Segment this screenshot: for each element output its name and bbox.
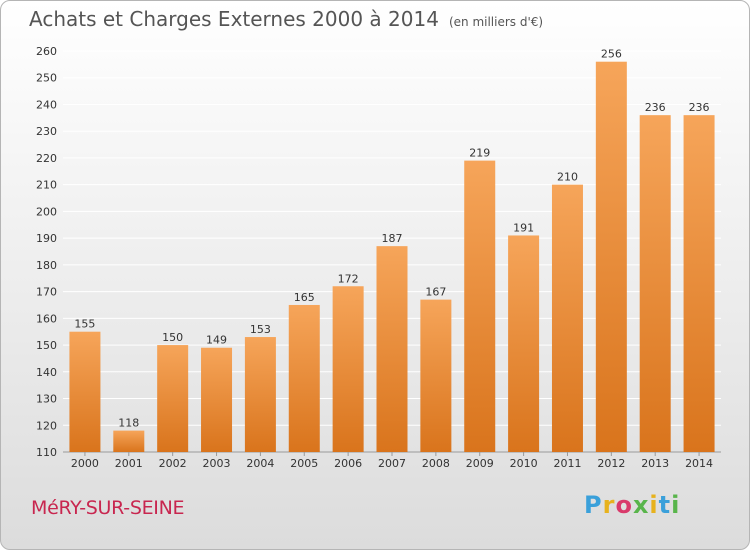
- logo-letter: o: [615, 491, 633, 519]
- logo-letter: x: [632, 491, 650, 519]
- y-tick-label: 210: [36, 179, 57, 192]
- data-label: 256: [601, 48, 622, 61]
- x-tick-label: 2013: [641, 457, 669, 470]
- data-label: 219: [469, 147, 490, 160]
- bar-2008: [420, 299, 452, 452]
- x-tick-label: 2014: [685, 457, 713, 470]
- data-label: 187: [382, 232, 403, 245]
- y-tick-label: 140: [36, 366, 57, 379]
- x-tick-label: 2002: [159, 457, 187, 470]
- data-label: 150: [162, 331, 183, 344]
- bar-2013: [639, 115, 671, 452]
- x-tick-label: 2000: [71, 457, 99, 470]
- data-label: 236: [645, 101, 666, 114]
- data-label: 118: [118, 417, 139, 430]
- y-tick-label: 130: [36, 393, 57, 406]
- data-label: 155: [74, 318, 95, 331]
- x-tick-label: 2011: [553, 457, 581, 470]
- bar-2012: [595, 61, 627, 453]
- data-label: 191: [513, 221, 534, 234]
- x-tick-label: 2008: [422, 457, 450, 470]
- proxiti-logo: Proxiti: [584, 491, 680, 519]
- bar-2002: [157, 345, 189, 452]
- x-tick-label: 2012: [597, 457, 625, 470]
- bar-2003: [201, 347, 233, 452]
- bar-2011: [551, 184, 583, 452]
- data-label: 153: [250, 323, 271, 336]
- bar-2001: [113, 430, 145, 452]
- bar-2005: [288, 304, 320, 452]
- y-tick-label: 120: [36, 419, 57, 432]
- logo-letter: t: [658, 491, 672, 519]
- x-tick-label: 2006: [334, 457, 362, 470]
- x-tick-label: 2003: [203, 457, 231, 470]
- chart-title-text: Achats et Charges Externes 2000 à 2014: [29, 7, 439, 31]
- bar-2010: [508, 235, 540, 452]
- data-label: 165: [294, 291, 315, 304]
- y-tick-label: 190: [36, 232, 57, 245]
- y-tick-label: 250: [36, 72, 57, 85]
- logo-letter: i: [649, 491, 659, 519]
- bar-2007: [376, 246, 408, 452]
- x-tick-label: 2004: [246, 457, 274, 470]
- data-label: 172: [338, 272, 359, 285]
- bar-2014: [683, 115, 715, 452]
- data-label: 149: [206, 334, 227, 347]
- x-tick-label: 2009: [466, 457, 494, 470]
- x-tick-label: 2005: [290, 457, 318, 470]
- logo-letter: P: [584, 491, 603, 519]
- y-tick-label: 170: [36, 286, 57, 299]
- y-tick-label: 150: [36, 339, 57, 352]
- logo-letter: r: [602, 491, 616, 519]
- data-label: 167: [425, 286, 446, 299]
- x-tick-label: 2007: [378, 457, 406, 470]
- y-tick-label: 110: [36, 446, 57, 459]
- data-label: 236: [689, 101, 710, 114]
- logo-letter: i: [671, 491, 681, 519]
- y-tick-label: 180: [36, 259, 57, 272]
- bar-2004: [244, 337, 276, 452]
- bar-2000: [69, 331, 101, 452]
- x-tick-label: 2010: [510, 457, 538, 470]
- town-name: MéRY-SUR-SEINE: [31, 497, 185, 519]
- y-tick-label: 230: [36, 125, 57, 138]
- y-tick-label: 160: [36, 312, 57, 325]
- x-tick-label: 2001: [115, 457, 143, 470]
- data-label: 210: [557, 171, 578, 184]
- bar-2006: [332, 286, 364, 452]
- chart-title: Achats et Charges Externes 2000 à 2014 (e…: [29, 7, 543, 31]
- y-tick-label: 240: [36, 98, 57, 111]
- chart-subtitle: (en milliers d'€): [448, 15, 544, 29]
- bar-2009: [464, 160, 496, 452]
- y-tick-label: 200: [36, 205, 57, 218]
- y-tick-label: 220: [36, 152, 57, 165]
- y-tick-label: 260: [36, 45, 57, 58]
